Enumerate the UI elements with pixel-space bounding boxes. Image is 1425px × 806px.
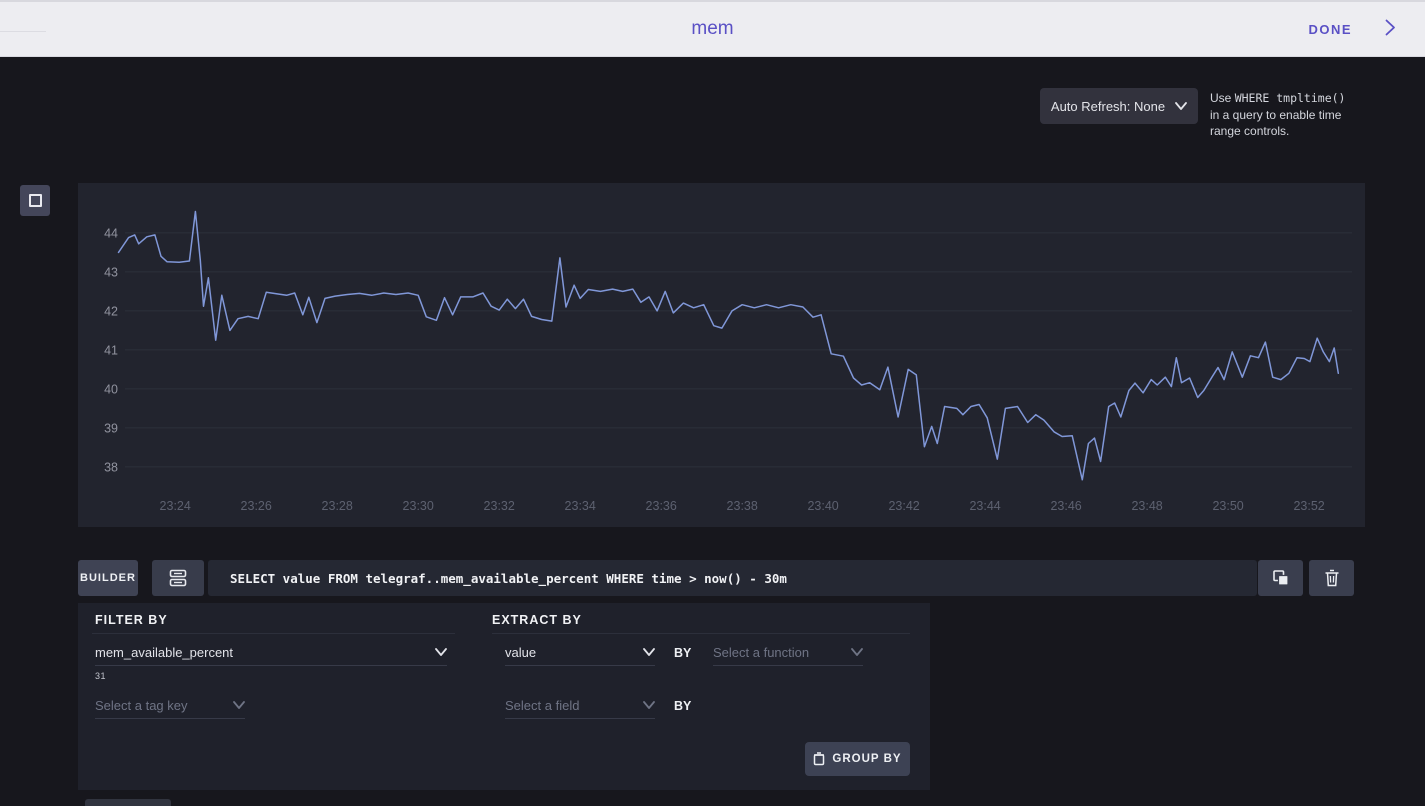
x-tick-label: 23:38	[727, 499, 758, 513]
trash-icon	[1325, 569, 1338, 587]
delete-query-button[interactable]	[1309, 560, 1354, 596]
y-tick-label: 42	[104, 304, 118, 318]
y-tick-label: 43	[104, 265, 118, 279]
extract-by-heading: EXTRACT BY	[492, 613, 582, 627]
extract-by-rule	[492, 633, 910, 634]
measurement-value: mem_available_percent	[95, 644, 234, 660]
x-tick-label: 23:28	[322, 499, 353, 513]
builder-button[interactable]: BUILDER	[78, 560, 138, 596]
x-tick-label: 23:34	[565, 499, 596, 513]
y-tick-label: 38	[104, 460, 118, 474]
function-placeholder: Select a function	[713, 644, 810, 660]
x-tick-label: 23:32	[484, 499, 515, 513]
chevron-down-icon	[435, 648, 447, 656]
group-by-button[interactable]: GROUP BY	[805, 742, 910, 776]
function-dropdown[interactable]: Select a function	[713, 639, 863, 666]
y-tick-label: 41	[104, 343, 118, 357]
tag-key-placeholder: Select a tag key	[95, 697, 188, 713]
x-tick-label: 23:24	[160, 499, 191, 513]
page-title: mem	[691, 18, 734, 39]
by-label-2: BY	[674, 699, 692, 713]
copy-query-button[interactable]	[1258, 560, 1303, 596]
x-tick-label: 23:48	[1131, 499, 1162, 513]
query-builder-panel	[78, 603, 930, 790]
chevron-down-icon	[233, 701, 245, 709]
y-tick-label: 39	[104, 421, 118, 435]
chart-panel: 38 39 40 41 42 43 44 23:24 23:26 23:28 23:30 23:32 2…	[78, 183, 1365, 527]
x-tick-label: 23:26	[241, 499, 272, 513]
x-tick-label: 23:44	[969, 499, 1000, 513]
header-bar: mem DONE	[0, 0, 1425, 57]
filter-by-rule	[92, 633, 455, 634]
x-tick-label: 23:42	[888, 499, 919, 513]
x-tick-label: 23:40	[807, 499, 838, 513]
y-tick-label: 40	[104, 382, 118, 396]
cell-selection-button[interactable]	[20, 185, 50, 216]
auto-refresh-label: Auto Refresh: None	[1050, 98, 1166, 114]
chevron-down-icon	[643, 648, 655, 656]
auto-refresh-dropdown[interactable]: Auto Refresh: None	[1040, 88, 1198, 124]
y-tick-label: 44	[104, 226, 118, 240]
x-tick-label: 23:30	[403, 499, 434, 513]
header-hairline	[0, 31, 46, 32]
by-label-1: BY	[674, 646, 692, 660]
done-button[interactable]: DONE	[1308, 22, 1352, 37]
x-tick-label: 23:46	[1050, 499, 1081, 513]
second-field-dropdown[interactable]: Select a field	[505, 692, 655, 719]
tmpltime-note-line1: Use WHERE tmpltime()	[1210, 91, 1346, 105]
chevron-down-icon	[1175, 102, 1187, 110]
tmpltime-note-line2: in a query to enable time	[1210, 107, 1342, 122]
bottom-clipped-button[interactable]	[85, 799, 171, 806]
tmpltime-note: Use WHERE tmpltime() in a query to enabl…	[1210, 90, 1375, 140]
field-dropdown[interactable]: value	[505, 639, 655, 666]
chevron-down-icon	[643, 701, 655, 709]
field-value: value	[505, 644, 537, 660]
server-list-icon	[169, 569, 187, 587]
tmpltime-note-line3: range controls.	[1210, 124, 1290, 138]
second-field-placeholder: Select a field	[505, 697, 580, 713]
square-icon	[28, 194, 42, 207]
query-input[interactable]: SELECT value FROM telegraf..mem_availabl…	[208, 560, 1257, 596]
chevron-down-icon	[851, 648, 863, 656]
group-by-icon	[814, 752, 825, 766]
chevron-right-icon[interactable]	[1385, 19, 1396, 36]
tag-key-dropdown[interactable]: Select a tag key	[95, 692, 245, 719]
filter-by-heading: FILTER BY	[95, 613, 168, 627]
copy-icon	[1272, 570, 1289, 586]
tmpltime-code: WHERE tmpltime()	[1234, 91, 1346, 105]
x-tick-label: 23:50	[1212, 499, 1243, 513]
group-by-label: GROUP BY	[832, 753, 902, 765]
query-templates-button[interactable]	[152, 560, 204, 596]
measurement-dropdown[interactable]: mem_available_percent	[95, 639, 447, 666]
chart-line	[117, 210, 1340, 481]
x-tick-label: 23:36	[646, 499, 677, 513]
memory-line-chart[interactable]: 38 39 40 41 42 43 44 23:24 23:26 23:28 23:30 23:32 2…	[78, 183, 1365, 527]
measurement-count: 31	[95, 671, 107, 681]
x-tick-label: 23:52	[1293, 499, 1324, 513]
